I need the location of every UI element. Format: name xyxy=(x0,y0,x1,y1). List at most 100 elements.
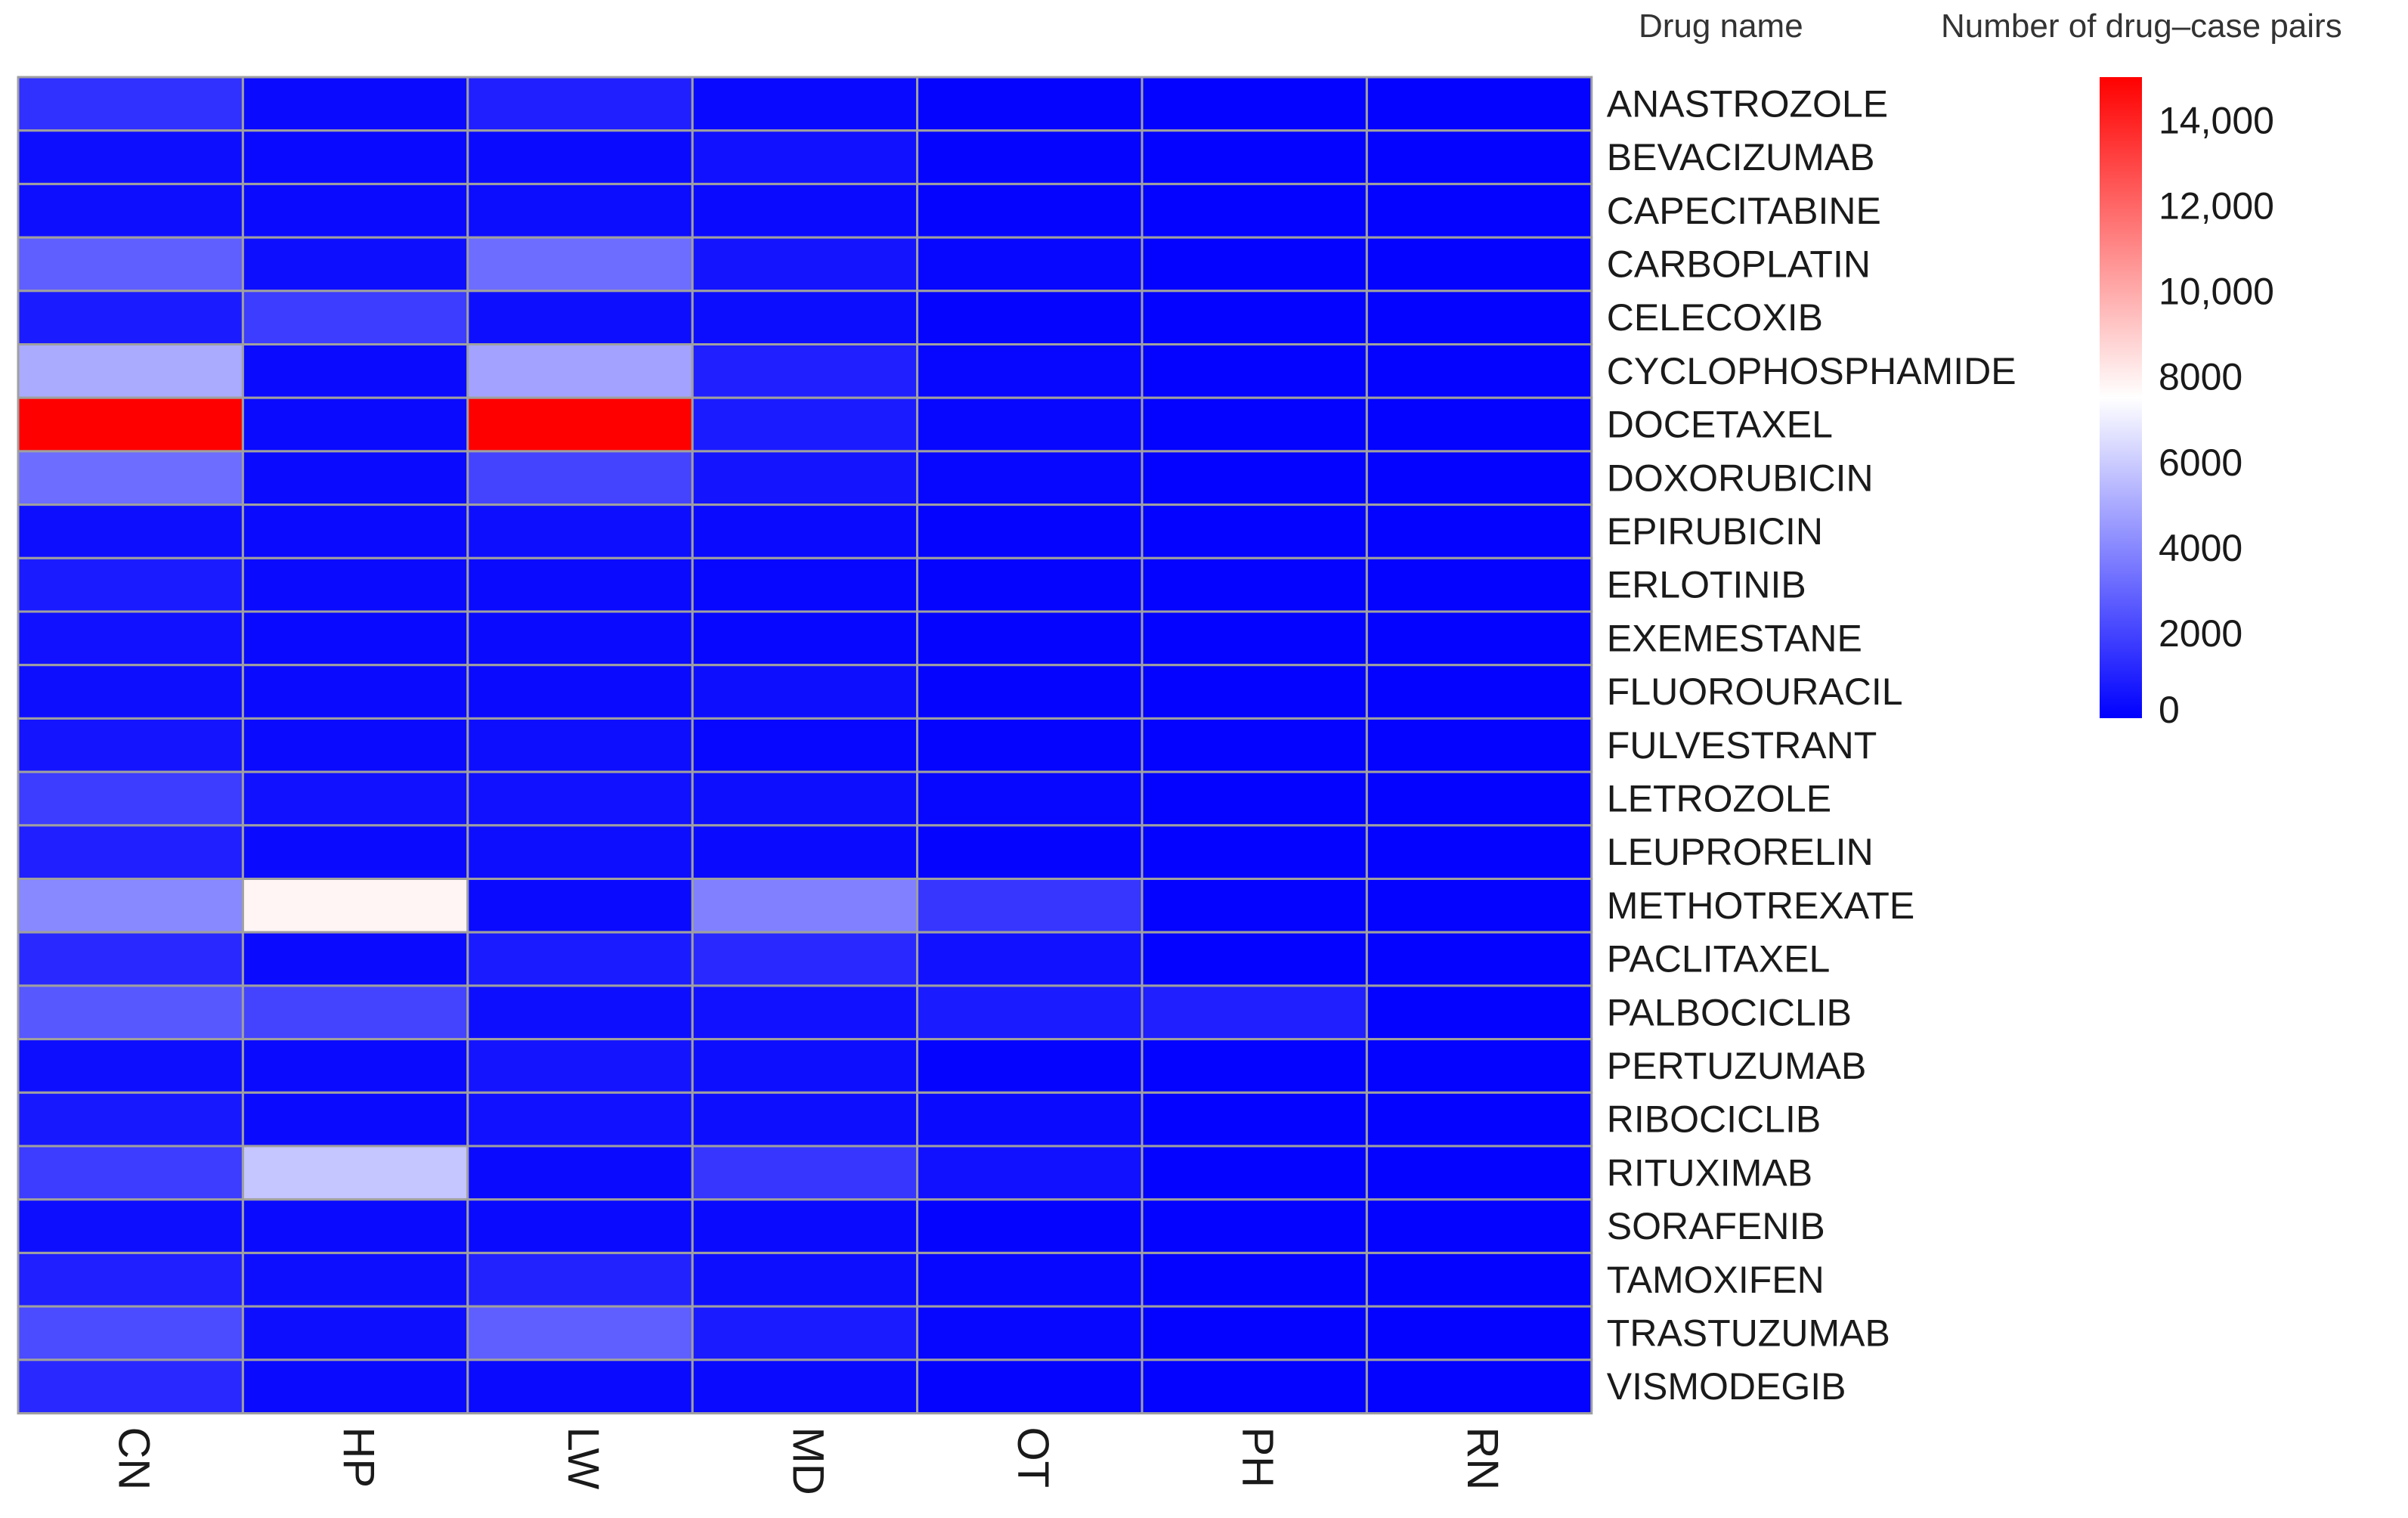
heatmap-cell-fluorouracil-cn xyxy=(17,664,244,720)
heatmap-cell-rituximab-rn xyxy=(1365,1145,1593,1201)
row-label-methotrexate: METHOTREXATE xyxy=(1607,884,1914,927)
heatmap-cell-trastuzumab-ph xyxy=(1141,1305,1368,1362)
heatmap-cell-fluorouracil-lw xyxy=(466,664,694,720)
heatmap-cell-capecitabine-md xyxy=(691,182,919,239)
heatmap-cell-fluorouracil-hp xyxy=(241,664,469,720)
row-labels: ANASTROZOLE BEVACIZUMAB CAPECITABINE CARBOP… xyxy=(1607,82,2016,1408)
heatmap-cell-vismodegib-ph xyxy=(1141,1358,1368,1415)
heatmap-cell-cyclophosphamide-ot xyxy=(916,343,1144,399)
heatmap-cell-exemestane-ph xyxy=(1141,610,1368,667)
heatmap-cell-ribociclib-ph xyxy=(1141,1091,1368,1148)
heatmap-cell-docetaxel-cn xyxy=(17,396,244,453)
heatmap-cell-bevacizumab-ot xyxy=(916,129,1144,185)
heatmap-cell-doxorubicin-rn xyxy=(1365,450,1593,507)
row-label-pertuzumab: PERTUZUMAB xyxy=(1607,1045,1867,1087)
row-label-paclitaxel: PACLITAXEL xyxy=(1607,938,1830,981)
heatmap-cell-rituximab-hp xyxy=(241,1145,469,1201)
heatmap-cell-tamoxifen-md xyxy=(691,1251,919,1308)
heatmap-cell-anastrozole-ot xyxy=(916,76,1144,132)
row-label-fulvestrant: FULVESTRANT xyxy=(1607,724,1877,767)
heatmap-cell-epirubicin-md xyxy=(691,503,919,559)
row-label-docetaxel: DOCETAXEL xyxy=(1607,404,1833,446)
heatmap-cell-fulvestrant-ph xyxy=(1141,717,1368,773)
heatmap-cell-docetaxel-ot xyxy=(916,396,1144,453)
heatmap-cell-pertuzumab-md xyxy=(691,1038,919,1094)
heatmap-cells xyxy=(17,76,1593,1415)
heatmap-cell-bevacizumab-md xyxy=(691,129,919,185)
heatmap-cell-erlotinib-lw xyxy=(466,556,694,613)
heatmap-cell-tamoxifen-hp xyxy=(241,1251,469,1308)
heatmap-cell-vismodegib-ot xyxy=(916,1358,1144,1415)
legend-tick-0: 0 xyxy=(2159,689,2180,731)
legend-tick-8000: 8000 xyxy=(2159,356,2242,398)
heatmap-cell-trastuzumab-ot xyxy=(916,1305,1144,1362)
heatmap-cell-epirubicin-rn xyxy=(1365,503,1593,559)
heatmap-cell-capecitabine-ot xyxy=(916,182,1144,239)
heatmap-cell-fulvestrant-lw xyxy=(466,717,694,773)
heatmap-cell-carboplatin-ot xyxy=(916,236,1144,293)
row-label-rituximab: RITUXIMAB xyxy=(1607,1151,1812,1194)
heatmap-cell-bevacizumab-lw xyxy=(466,129,694,185)
heatmap-cell-methotrexate-hp xyxy=(241,878,469,934)
heatmap-cell-fulvestrant-md xyxy=(691,717,919,773)
heatmap-cell-tamoxifen-rn xyxy=(1365,1251,1593,1308)
legend-tick-14-000: 14,000 xyxy=(2159,100,2274,142)
heatmap-cell-carboplatin-cn xyxy=(17,236,244,293)
row-label-letrozole: LETROZOLE xyxy=(1607,777,1831,819)
heatmap-cell-tamoxifen-ph xyxy=(1141,1251,1368,1308)
heatmap-cell-leuprorelin-ot xyxy=(916,824,1144,881)
heatmap-cell-letrozole-md xyxy=(691,770,919,827)
heatmap-cell-methotrexate-md xyxy=(691,878,919,934)
heatmap-cell-methotrexate-lw xyxy=(466,878,694,934)
heatmap-cell-epirubicin-hp xyxy=(241,503,469,559)
column-label-ph: PH xyxy=(1233,1427,1282,1489)
heatmap-cell-pertuzumab-cn xyxy=(17,1038,244,1094)
heatmap-cell-trastuzumab-hp xyxy=(241,1305,469,1362)
heatmap-cell-cyclophosphamide-cn xyxy=(17,343,244,399)
heatmap-cell-exemestane-lw xyxy=(466,610,694,667)
heatmap-cell-ribociclib-lw xyxy=(466,1091,694,1148)
column-label-rn: RN xyxy=(1458,1427,1507,1491)
row-label-leuprorelin: LEUPRORELIN xyxy=(1607,831,1874,873)
heatmap-cell-fulvestrant-ot xyxy=(916,717,1144,773)
row-label-vismodegib: VISMODEGIB xyxy=(1607,1365,1846,1408)
heatmap-cell-epirubicin-cn xyxy=(17,503,244,559)
heatmap-cell-docetaxel-ph xyxy=(1141,396,1368,453)
heatmap-cell-paclitaxel-md xyxy=(691,931,919,987)
heatmap-cell-doxorubicin-cn xyxy=(17,450,244,507)
heatmap-cell-sorafenib-ph xyxy=(1141,1198,1368,1254)
heatmap-cell-ribociclib-ot xyxy=(916,1091,1144,1148)
heatmap-cell-trastuzumab-rn xyxy=(1365,1305,1593,1362)
heatmap-cell-anastrozole-cn xyxy=(17,76,244,132)
heatmap-cell-ribociclib-md xyxy=(691,1091,919,1148)
heatmap-cell-methotrexate-cn xyxy=(17,878,244,934)
heatmap-cell-sorafenib-md xyxy=(691,1198,919,1254)
heatmap-cell-fulvestrant-hp xyxy=(241,717,469,773)
heatmap-cell-palbociclib-md xyxy=(691,984,919,1041)
heatmap-cell-pertuzumab-ot xyxy=(916,1038,1144,1094)
heatmap-cell-methotrexate-ot xyxy=(916,878,1144,934)
heatmap-cell-celecoxib-md xyxy=(691,290,919,345)
row-label-palbociclib: PALBOCICLIB xyxy=(1607,991,1852,1033)
heatmap-cell-rituximab-md xyxy=(691,1145,919,1201)
heatmap-cell-letrozole-rn xyxy=(1365,770,1593,827)
row-label-ribociclib: RIBOCICLIB xyxy=(1607,1098,1821,1141)
heatmap-cell-letrozole-lw xyxy=(466,770,694,827)
heatmap-cell-doxorubicin-lw xyxy=(466,450,694,507)
heatmap-cell-paclitaxel-rn xyxy=(1365,931,1593,987)
heatmap-cell-palbociclib-ph xyxy=(1141,984,1368,1041)
heatmap-cell-palbociclib-cn xyxy=(17,984,244,1041)
heatmap-cell-capecitabine-rn xyxy=(1365,182,1593,239)
legend-tick-12-000: 12,000 xyxy=(2159,185,2274,228)
row-label-erlotinib: ERLOTINIB xyxy=(1607,564,1806,606)
heatmap-cell-exemestane-ot xyxy=(916,610,1144,667)
heatmap-cell-cyclophosphamide-ph xyxy=(1141,343,1368,399)
row-label-trastuzumab: TRASTUZUMAB xyxy=(1607,1312,1890,1354)
heatmap-cell-carboplatin-md xyxy=(691,236,919,293)
row-label-anastrozole: ANASTROZOLE xyxy=(1607,82,1888,125)
heatmap-cell-vismodegib-hp xyxy=(241,1358,469,1415)
heatmap-cell-sorafenib-rn xyxy=(1365,1198,1593,1254)
heatmap-cell-trastuzumab-cn xyxy=(17,1305,244,1362)
heatmap-cell-fulvestrant-rn xyxy=(1365,717,1593,773)
row-label-doxorubicin: DOXORUBICIN xyxy=(1607,457,1874,499)
